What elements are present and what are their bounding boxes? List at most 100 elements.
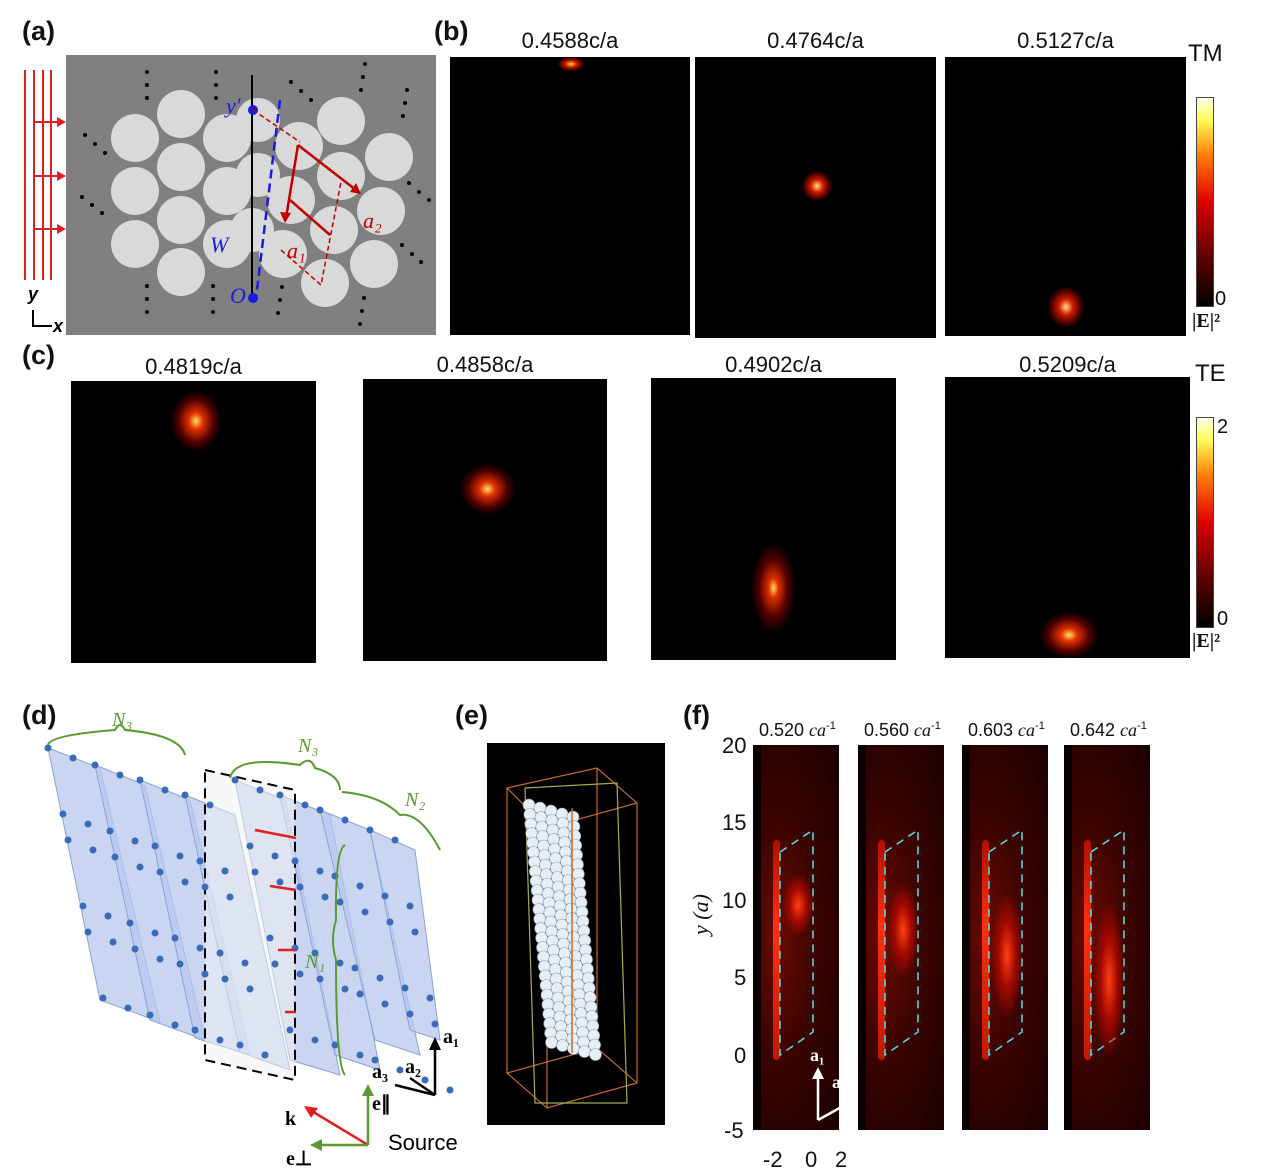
n3-right-label: N₃ [297,735,318,757]
panel-d-lattice-diagram: N₃ N₃ N₂ N₁ a₁ a₂ a₃ k e∥ e⊥ Source [44,709,459,1170]
boundary-dashed [254,99,282,299]
lattice-dot [191,1026,199,1034]
b-title-3: 0.5127c/a [1017,28,1114,53]
lattice-dot [271,960,279,968]
te-field-map-4 [945,377,1190,658]
lattice-dot [311,949,319,957]
lattice-dot [69,754,77,762]
source-plane-outline [524,782,628,1104]
lattice-dot [411,928,419,936]
c-title-3: 0.4902c/a [725,352,822,377]
lattice-dot [341,985,349,993]
lattice-dot [316,806,324,814]
lattice-dot [321,893,329,901]
braces [47,724,441,1076]
lattice-dot [216,949,224,957]
axis-x-label: x [52,316,64,336]
lattice-dot [89,846,97,854]
sphere [545,1036,558,1049]
lattice-dot [131,837,139,845]
lattice-dot [221,975,229,983]
f-ytick: 0 [734,1043,747,1068]
lattice-dot [106,827,114,835]
lattice-dot [406,902,414,910]
n3-left-label: N₃ [111,709,132,731]
te-field-map-2 [363,379,607,661]
lattice-dot [356,882,364,890]
f-title: 0.560 ca-1 [864,720,941,740]
a1-label: a₁ [287,238,306,263]
f-title: 0.603 ca-1 [968,720,1045,740]
lattice-dot [131,945,139,953]
lattice-dot [426,994,434,1002]
lattice-dot [316,975,324,983]
lattice-dot [161,786,169,794]
lattice-dots [44,744,454,1094]
tm-colorbar-min: 0 [1215,288,1227,310]
lattice-dot [176,960,184,968]
source-arrows [254,828,297,1014]
lattice-dot [151,842,159,850]
lattice-dot [136,863,144,871]
f-field-map [858,745,944,1130]
panel-e-3d-rendering [487,743,665,1125]
axes-icon [32,310,52,327]
tm-colorbar [1196,97,1214,307]
lattice-dot [266,934,274,942]
lattice-dot [381,892,389,900]
lattice-dot [181,791,189,799]
lattice-dot [256,786,264,794]
sphere [589,1048,602,1061]
lattice-dot [111,853,119,861]
lattice-dot [331,1041,339,1049]
e-perp-label: e⊥ [286,1148,312,1170]
tm-field-map-3 [945,57,1186,336]
tm-colorbar-quantity: |E|² [1192,310,1221,332]
lattice-dot [99,994,107,1002]
e-parallel-label: e∥ [372,1093,391,1115]
w-label: W [210,232,230,257]
lattice-dot [79,902,87,910]
f-xtick: 2 [835,1147,848,1172]
panel-d-label: (d) [22,700,57,730]
lattice-dot [366,826,374,834]
lattice-dot [431,1020,439,1028]
f-field-map [1064,745,1150,1130]
lattice-dot [109,938,117,946]
lattice-dot [316,867,324,875]
lattice-dot [84,928,92,936]
c-title-2: 0.4858c/a [436,352,534,377]
y-prime-label: y′ [224,93,242,118]
lattice-dot [406,1010,414,1018]
lattice-dot [84,820,92,828]
d-a2-label: a₂ [405,1056,421,1078]
lattice-dot [201,883,209,891]
lattice-dot [206,801,214,809]
lattice-dot [146,1011,154,1019]
lattice-dot [376,974,384,982]
te-field-map-3 [651,378,896,660]
te-colorbar [1196,417,1214,628]
lattice-dot [126,919,134,927]
f-ytick: 15 [722,810,747,835]
lattice-dot [286,1026,294,1034]
lattice-dot [136,776,144,784]
n1-label: N₁ [304,951,325,973]
d-a3-label: a₃ [372,1061,388,1083]
lattice-dot [301,801,309,809]
f-a2-label: a₂ [832,1072,847,1092]
lattice-dot [241,959,249,967]
lattice-dot [236,1041,244,1049]
lattice-dot [226,893,234,901]
c-title-1: 0.4819c/a [145,354,242,379]
f-title: 0.642 ca-1 [1070,720,1147,740]
lattice-dot [271,852,279,860]
lattice-dot [356,1051,364,1059]
lattice-dot [156,868,164,876]
te-colorbar-min: 0 [1217,608,1229,630]
sphere-array [522,798,602,1061]
incident-wave-lines [24,70,60,280]
lattice-dot [231,776,239,784]
lattice-dot [176,852,184,860]
